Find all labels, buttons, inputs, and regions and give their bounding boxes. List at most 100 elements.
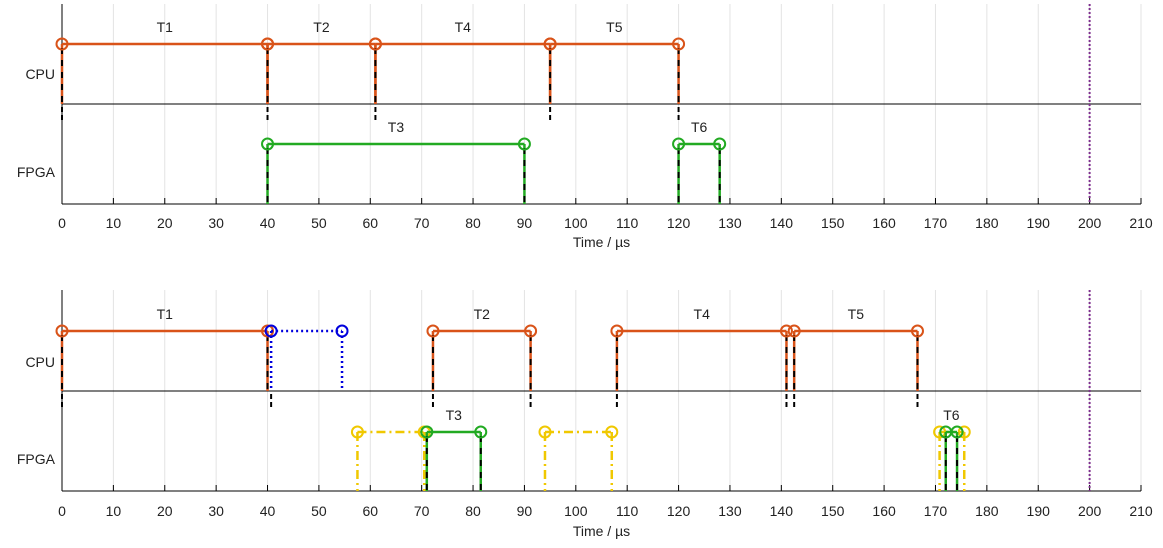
segment-start-marker — [672, 137, 686, 151]
segment-end-marker — [524, 324, 538, 338]
segment-start-marker — [264, 324, 278, 338]
segment-end-marker — [605, 425, 619, 439]
segment-start-marker — [368, 37, 382, 51]
x-tick-label: 20 — [157, 503, 173, 519]
x-tick-label: 130 — [718, 503, 742, 519]
x-tick-label: 210 — [1129, 215, 1153, 231]
x-tick-label: 130 — [718, 215, 742, 231]
x-tick-label: 180 — [975, 215, 999, 231]
x-tick-label: 50 — [311, 215, 327, 231]
x-tick-label: 110 — [616, 215, 639, 231]
x-tick-label: 200 — [1078, 503, 1102, 519]
x-tick-label: 30 — [208, 215, 224, 231]
row-label-cpu: CPU — [25, 354, 55, 370]
segment-start-marker — [543, 37, 557, 51]
task-segment: T4 — [368, 19, 557, 104]
x-tick-label: 80 — [465, 215, 481, 231]
task-segment: T6 — [672, 119, 727, 204]
task-segment: T4 — [610, 306, 793, 391]
x-tick-label: 110 — [616, 503, 639, 519]
x-tick-label: 120 — [667, 503, 691, 519]
x-tick-label: 200 — [1078, 215, 1102, 231]
x-tick-label: 40 — [260, 503, 276, 519]
task-segment — [933, 425, 971, 491]
segment-label: T5 — [848, 306, 865, 322]
segment-end-marker — [957, 425, 971, 439]
segment-start-marker — [261, 37, 275, 51]
segment-start-marker — [55, 37, 69, 51]
x-tick-label: 10 — [106, 215, 122, 231]
x-tick-label: 170 — [924, 503, 948, 519]
x-tick-label: 150 — [821, 503, 845, 519]
task-segment: T2 — [261, 19, 382, 104]
x-tick-label: 60 — [362, 503, 378, 519]
task-segment: T5 — [787, 306, 924, 391]
segment-end-marker — [779, 324, 793, 338]
segment-label: T2 — [313, 19, 330, 35]
segment-label: T6 — [943, 407, 960, 423]
x-tick-label: 140 — [770, 215, 794, 231]
segment-end-marker — [672, 37, 686, 51]
segment-label: T4 — [694, 306, 711, 322]
x-tick-label: 170 — [924, 215, 948, 231]
x-tick-label: 180 — [975, 503, 999, 519]
row-label-fpga: FPGA — [17, 164, 56, 180]
x-tick-label: 100 — [564, 503, 588, 519]
segment-label: T5 — [606, 19, 623, 35]
segment-start-marker — [420, 425, 434, 439]
x-axis-label: Time / µs — [573, 523, 630, 539]
chart-panel-1: 0 10 20 30 40 50 60 70 80 90 100 110 120 130 140 150 160… — [17, 4, 1153, 250]
task-segment — [538, 425, 619, 491]
x-tick-label: 20 — [157, 215, 173, 231]
x-tick-label: 30 — [208, 503, 224, 519]
task-segment: T1 — [55, 306, 275, 391]
task-segment: T3 — [261, 119, 531, 204]
segment-label: T3 — [446, 407, 463, 423]
x-axis-label: Time / µs — [573, 234, 630, 250]
x-tick-label: 10 — [106, 503, 122, 519]
x-tick-label: 190 — [1027, 215, 1051, 231]
x-tick-label: 0 — [58, 503, 66, 519]
x-tick-label: 90 — [517, 503, 533, 519]
segment-label: T3 — [388, 119, 405, 135]
segment-start-marker — [426, 324, 440, 338]
segment-end-marker — [713, 137, 727, 151]
segment-end-marker — [335, 324, 349, 338]
segment-label: T4 — [455, 19, 472, 35]
x-tick-label: 210 — [1129, 503, 1153, 519]
x-tick-label: 160 — [872, 215, 896, 231]
x-tick-label: 70 — [414, 215, 430, 231]
x-tick-label: 80 — [465, 503, 481, 519]
x-tick-label: 160 — [872, 503, 896, 519]
row-label-cpu: CPU — [25, 66, 55, 82]
segment-start-marker — [787, 324, 801, 338]
x-tick-label: 40 — [260, 215, 276, 231]
row-label-fpga: FPGA — [17, 451, 56, 467]
task-segment: T6 — [939, 407, 964, 491]
segment-start-marker — [538, 425, 552, 439]
x-tick-label: 50 — [311, 503, 327, 519]
segment-label: T1 — [157, 19, 174, 35]
x-tick-label: 120 — [667, 215, 691, 231]
segment-end-marker — [950, 425, 964, 439]
x-tick-label: 60 — [362, 215, 378, 231]
segment-end-marker — [474, 425, 488, 439]
segment-end-marker — [910, 324, 924, 338]
x-tick-label: 0 — [58, 215, 66, 231]
segment-start-marker — [55, 324, 69, 338]
task-segment — [264, 324, 349, 391]
segment-start-marker — [261, 137, 275, 151]
task-segment: T5 — [543, 19, 686, 104]
segment-label: T6 — [691, 119, 708, 135]
segment-end-marker — [517, 137, 531, 151]
x-tick-label: 190 — [1027, 503, 1051, 519]
chart-panel-2: 0 10 20 30 40 50 60 70 80 90 100 110 120 130 140 150 160… — [17, 290, 1153, 539]
x-tick-label: 100 — [564, 215, 588, 231]
task-segment: T3 — [420, 407, 488, 491]
x-tick-label: 140 — [770, 503, 794, 519]
segment-label: T2 — [474, 306, 491, 322]
segment-label: T1 — [157, 306, 174, 322]
task-segment — [350, 425, 431, 491]
x-tick-label: 90 — [517, 215, 533, 231]
